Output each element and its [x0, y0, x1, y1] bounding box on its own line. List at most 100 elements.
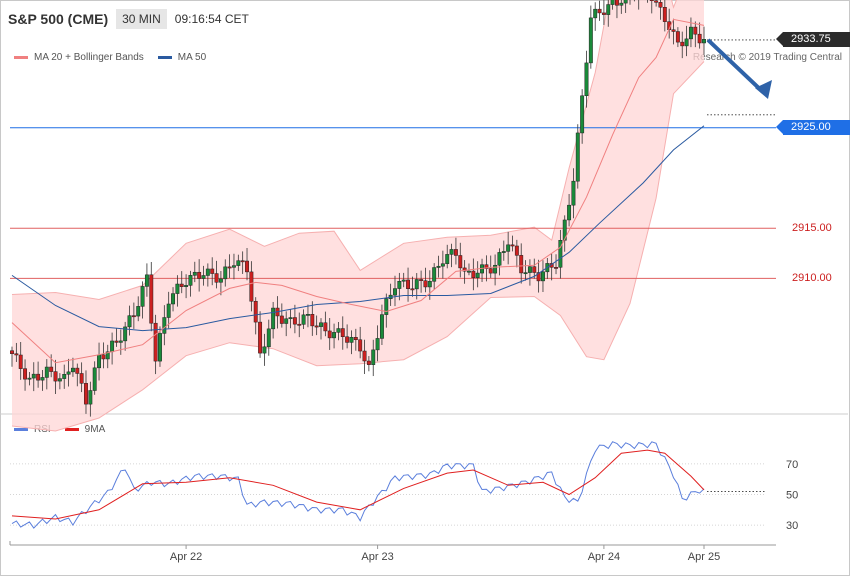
candle-body [523, 272, 528, 275]
candle-body [127, 315, 132, 328]
candle [66, 358, 71, 387]
chart-header: S&P 500 (CME) 30 MIN 09:16:54 CET [8, 8, 249, 30]
candle-body [532, 266, 537, 273]
candle-body [697, 33, 702, 44]
candle-body [593, 8, 598, 19]
candle [615, 0, 619, 19]
candle [458, 242, 463, 278]
candle-body [284, 318, 289, 324]
candle [697, 22, 702, 49]
candle [162, 305, 167, 346]
candle [384, 293, 389, 328]
candle-body [184, 285, 189, 287]
candle [227, 254, 232, 278]
period-selector[interactable]: 30 MIN [116, 9, 167, 29]
candle-body [401, 279, 406, 282]
candle [519, 243, 524, 284]
candle [510, 235, 515, 252]
candle [345, 324, 350, 349]
candle-body [110, 340, 115, 353]
candle [53, 359, 58, 395]
candle-body [27, 377, 32, 380]
candle [18, 342, 23, 380]
candle-body [445, 254, 450, 264]
candle-body [510, 244, 515, 247]
candle [192, 261, 197, 283]
candle-body [101, 354, 106, 360]
candle [467, 263, 471, 276]
candle [197, 259, 202, 292]
candle [158, 326, 162, 367]
candle-body [606, 4, 611, 15]
candle [427, 270, 432, 300]
candle-body [214, 273, 219, 283]
legend-9ma-swatch [64, 428, 79, 431]
candle-body [140, 286, 145, 307]
candle-body [658, 2, 663, 8]
candle [166, 291, 171, 329]
legend-rsi-swatch [14, 428, 28, 431]
candle [684, 25, 689, 57]
candle [123, 321, 128, 351]
candle-body [375, 338, 380, 351]
candle [575, 124, 580, 189]
candle [567, 194, 572, 227]
candle-body [371, 349, 376, 365]
legend-ma50: MA 50 [157, 52, 206, 63]
candle [440, 250, 445, 279]
candle [623, 0, 628, 13]
candle [654, 0, 659, 7]
candle-body [536, 272, 541, 282]
candle-body [610, 0, 615, 5]
candle-body [223, 266, 228, 280]
candle [323, 311, 328, 337]
candle [214, 260, 219, 289]
candle [245, 248, 249, 281]
ma20-line [11, 18, 705, 364]
candle [101, 342, 106, 369]
candle [493, 254, 498, 286]
candle-body [175, 283, 180, 294]
candle-body [584, 62, 589, 97]
candle [171, 287, 175, 312]
candle-body [527, 266, 532, 273]
candle-body [436, 265, 441, 268]
candle-body [497, 252, 502, 266]
candle-body [684, 38, 689, 47]
candle-body [440, 263, 445, 267]
legend-9ma-label: 9MA [84, 424, 106, 435]
candle [619, 0, 624, 14]
legend-ma20-swatch [14, 56, 28, 59]
candle [514, 239, 519, 268]
candle [597, 0, 602, 21]
candle-body [449, 249, 454, 255]
candle-body [10, 350, 14, 354]
candle-body [70, 367, 75, 373]
x-tick-label: Apr 22 [170, 551, 202, 563]
candle [266, 319, 271, 356]
candle [662, 0, 667, 32]
candle-body [384, 298, 389, 315]
candle-body [44, 366, 49, 378]
candle-body [171, 293, 175, 305]
candle [693, 21, 698, 48]
candle [366, 356, 371, 372]
candle [88, 381, 93, 417]
candle [554, 254, 558, 275]
candle-body [410, 288, 415, 291]
candle-body [66, 371, 71, 375]
candle-body [458, 255, 463, 269]
candle-body [615, 0, 619, 6]
candle-body [453, 249, 458, 256]
candle-body [623, 0, 628, 4]
candle-body [366, 360, 371, 365]
bollinger-band-fill [12, 0, 704, 431]
candle-body [541, 271, 545, 282]
candle [419, 270, 424, 293]
candle-body [227, 266, 232, 269]
candle-body [319, 322, 323, 327]
main-legend: MA 20 + Bollinger Bands MA 50 [14, 52, 220, 63]
candle-body [305, 314, 310, 316]
candle-body [362, 350, 367, 362]
candle [593, 2, 598, 31]
